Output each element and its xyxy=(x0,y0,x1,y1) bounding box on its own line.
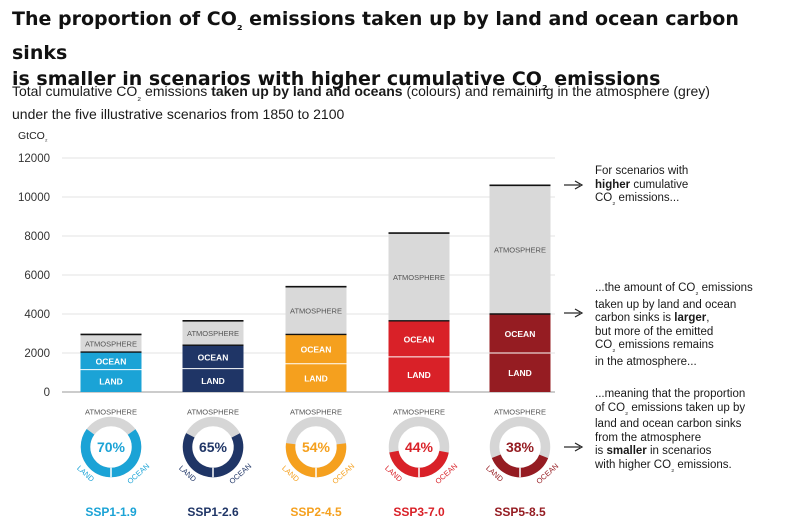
arrow-sinks-larger-head xyxy=(574,308,584,318)
annotation-sinks-larger: ...the amount of CO₂ emissions taken up … xyxy=(595,282,753,369)
bar-label-atmosphere: ATMOSPHERE xyxy=(494,246,546,255)
donut-percent: 44% xyxy=(405,439,434,455)
x-category-label: SSP3-7.0 xyxy=(393,505,445,519)
chart-subtitle: Total cumulative CO₂ emissions taken up … xyxy=(12,83,710,122)
y-tick-label: 0 xyxy=(44,387,50,399)
bar-land xyxy=(388,356,450,392)
donut-percent: 70% xyxy=(97,439,126,455)
y-tick-label: 12000 xyxy=(18,153,50,165)
bar-label-atmosphere: ATMOSPHERE xyxy=(85,339,137,348)
bar-ocean xyxy=(388,320,450,357)
y-tick-label: 10000 xyxy=(18,192,50,204)
annotation-higher-emissions: For scenarios with higher cumulative CO₂… xyxy=(595,165,689,207)
donut-label-atmosphere: ATMOSPHERE xyxy=(85,408,137,417)
bar-atmosphere xyxy=(489,185,551,314)
x-category-label: SSP5-8.5 xyxy=(494,505,546,519)
arrow-higher-emissions-head xyxy=(574,180,584,190)
bar-ocean xyxy=(182,345,244,369)
annotation-proportion-smaller: ...meaning that the proportion of CO₂ em… xyxy=(595,388,746,474)
bar-land xyxy=(285,363,347,392)
bar-label-land: LAND xyxy=(508,368,532,378)
donut-sink-arc xyxy=(489,416,551,478)
bar-land xyxy=(489,353,551,392)
bar-atmosphere xyxy=(182,320,244,346)
arrow-proportion-smaller-head xyxy=(574,442,584,452)
bar-atmosphere xyxy=(80,334,142,353)
y-tick-label: 6000 xyxy=(24,270,50,282)
y-axis-unit: GtCO₂ xyxy=(18,130,48,143)
donut-sink-arc xyxy=(182,416,244,478)
bar-ocean xyxy=(489,314,551,353)
donut-label-atmosphere: ATMOSPHERE xyxy=(290,408,342,417)
bar-label-atmosphere: ATMOSPHERE xyxy=(290,307,342,316)
bar-label-ocean: OCEAN xyxy=(198,352,229,362)
donut-percent: 54% xyxy=(302,439,331,455)
bar-atmosphere xyxy=(285,286,347,335)
donut-percent: 38% xyxy=(506,439,535,455)
bar-label-ocean: OCEAN xyxy=(301,345,332,355)
bar-land xyxy=(80,369,142,392)
page-title: The proportion of CO₂ emissions taken up… xyxy=(12,8,739,94)
donut-sink-arc xyxy=(285,416,347,478)
y-tick-label: 4000 xyxy=(24,309,50,321)
bar-atmosphere xyxy=(388,233,450,321)
donut-percent: 65% xyxy=(199,439,228,455)
x-category-label: SSP1-2.6 xyxy=(187,505,239,519)
x-category-label: SSP1-1.9 xyxy=(85,505,137,519)
bar-ocean xyxy=(80,352,142,370)
donut-label-atmosphere: ATMOSPHERE xyxy=(393,408,445,417)
donut-label-atmosphere: ATMOSPHERE xyxy=(187,408,239,417)
bar-land xyxy=(182,368,244,392)
x-category-label: SSP2-4.5 xyxy=(290,505,342,519)
bar-label-land: LAND xyxy=(201,376,225,386)
bar-label-land: LAND xyxy=(304,373,328,383)
donut-sink-arc xyxy=(388,416,450,478)
donut-label-atmosphere: ATMOSPHERE xyxy=(494,408,546,417)
y-tick-label: 2000 xyxy=(24,348,50,360)
bar-label-ocean: OCEAN xyxy=(404,334,435,344)
bar-label-atmosphere: ATMOSPHERE xyxy=(393,273,445,282)
y-tick-label: 8000 xyxy=(24,231,50,243)
bar-label-land: LAND xyxy=(407,370,431,380)
bar-ocean xyxy=(285,334,347,364)
bar-label-ocean: OCEAN xyxy=(96,356,127,366)
bar-label-atmosphere: ATMOSPHERE xyxy=(187,329,239,338)
bar-label-ocean: OCEAN xyxy=(505,329,536,339)
donut-sink-arc xyxy=(80,416,142,478)
bar-label-land: LAND xyxy=(99,376,123,386)
